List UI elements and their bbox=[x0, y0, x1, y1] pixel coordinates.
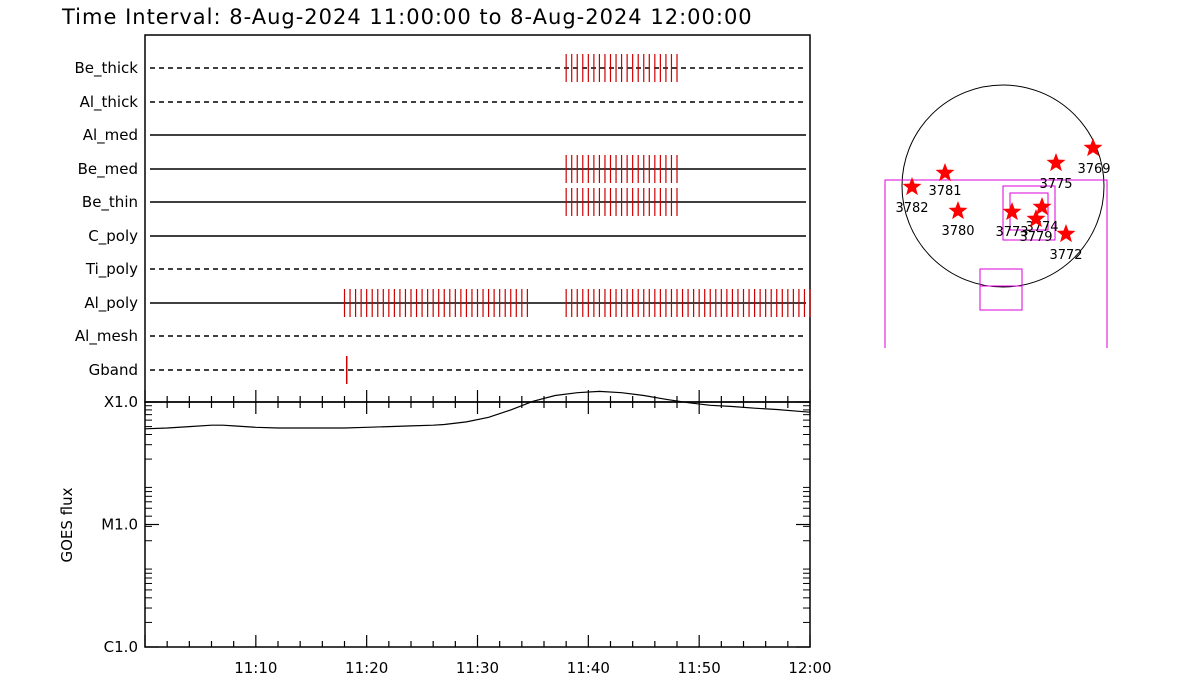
ar-star-3782 bbox=[902, 177, 922, 196]
x-tick-label: 11:40 bbox=[567, 659, 610, 677]
y-tick-label: M1.0 bbox=[101, 516, 138, 534]
ar-star-3780 bbox=[948, 201, 968, 220]
ar-label-3779: 3779 bbox=[1019, 230, 1052, 245]
fov-box-1 bbox=[1002, 185, 1056, 241]
x-tick-label: 12:00 bbox=[788, 659, 831, 677]
y-tick-label: C1.0 bbox=[104, 638, 138, 656]
ar-label-3769: 3769 bbox=[1077, 162, 1110, 177]
goes-panel-frame bbox=[144, 401, 811, 648]
ar-star-3772 bbox=[1056, 224, 1076, 243]
ar-star-3779 bbox=[1026, 209, 1046, 228]
x-tick-label: 11:20 bbox=[345, 659, 388, 677]
ar-star-3781 bbox=[935, 163, 955, 182]
ar-label-3782: 3782 bbox=[895, 201, 928, 216]
row-label-be-med: Be_med bbox=[78, 160, 138, 179]
axis-ticks bbox=[144, 390, 811, 648]
row-label-be-thick: Be_thick bbox=[74, 59, 138, 78]
ar-label-3781: 3781 bbox=[928, 184, 961, 199]
goes-flux-line bbox=[144, 390, 811, 430]
row-label-al-mesh: Al_mesh bbox=[75, 327, 138, 346]
x-tick-label: 11:30 bbox=[456, 659, 499, 677]
row-label-gband: Gband bbox=[89, 361, 138, 379]
row-label-c-poly: C_poly bbox=[88, 227, 138, 246]
row-label-al-thick: Al_thick bbox=[80, 93, 139, 112]
y-tick-label: X1.0 bbox=[104, 393, 138, 411]
row-label-al-poly: Al_poly bbox=[84, 294, 138, 313]
solar-limb bbox=[901, 84, 1105, 288]
row-label-ti-poly: Ti_poly bbox=[85, 260, 138, 279]
goes-y-axis-label: GOES flux bbox=[58, 487, 76, 562]
goes-plot: C1.0 M1.0 X1.0 11:10 11:20 11:30 11:40 11:50 12:… bbox=[101, 390, 832, 677]
ar-label-3775: 3775 bbox=[1039, 177, 1072, 192]
fov-box-3 bbox=[979, 268, 1023, 311]
ar-star-3773 bbox=[1002, 202, 1022, 221]
fov-large bbox=[884, 179, 1108, 348]
ar-star-3775 bbox=[1046, 153, 1066, 172]
ar-label-3773: 3773 bbox=[995, 225, 1028, 240]
ar-label-3772: 3772 bbox=[1049, 248, 1082, 263]
x-tick-label: 11:50 bbox=[678, 659, 721, 677]
plot-title: Time Interval: 8-Aug-2024 11:00:00 to 8-… bbox=[61, 5, 753, 29]
x-tick-label: 11:10 bbox=[234, 659, 277, 677]
ar-star-3774 bbox=[1032, 197, 1052, 216]
row-label-al-med: Al_med bbox=[83, 126, 138, 145]
timeline-rows: Be_thick Al_thick Al_med Be_med Be_thin C_pol… bbox=[74, 54, 811, 384]
timeline-panel-frame bbox=[144, 34, 811, 403]
row-label-be-thin: Be_thin bbox=[82, 193, 138, 212]
ar-star-3769 bbox=[1083, 138, 1103, 157]
ar-label-3780: 3780 bbox=[941, 224, 974, 239]
